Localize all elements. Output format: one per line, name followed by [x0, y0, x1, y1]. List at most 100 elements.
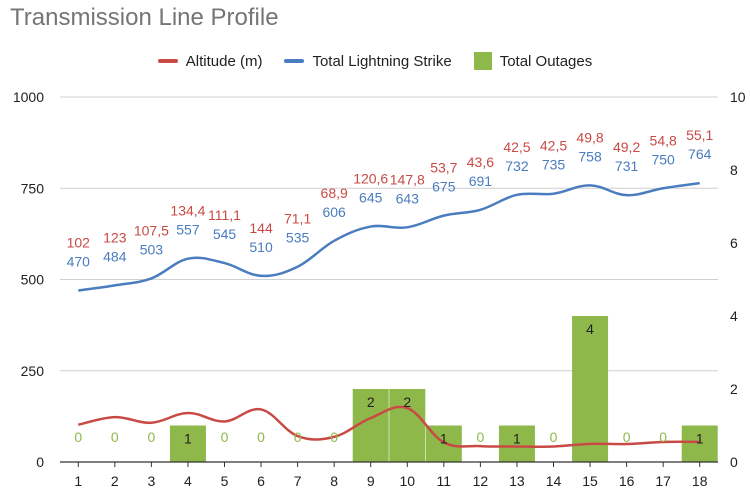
legend-swatch-outages — [473, 52, 492, 70]
y-left-tick-label: 750 — [21, 180, 45, 196]
legend-item-altitude[interactable]: Altitude (m) — [157, 52, 263, 70]
altitude-value-label: 107,5 — [134, 222, 169, 238]
lightning-value-label: 484 — [103, 248, 127, 264]
altitude-line — [78, 405, 700, 448]
altitude-value-label: 42,5 — [540, 138, 567, 154]
legend-label-lightning: Total Lightning Strike — [312, 52, 452, 70]
outage-value-label: 0 — [476, 429, 484, 445]
lightning-value-label: 764 — [688, 146, 712, 162]
legend-label-outages: Total Outages — [499, 52, 593, 70]
altitude-value-label: 123 — [103, 229, 127, 245]
lightning-value-label: 691 — [469, 173, 493, 189]
x-tick-label: 4 — [184, 473, 192, 489]
outage-bar — [389, 389, 426, 462]
x-tick-label: 3 — [147, 473, 155, 489]
legend-label-altitude: Altitude (m) — [185, 52, 263, 70]
altitude-value-label: 120,6 — [353, 171, 388, 187]
legend-item-outages[interactable]: Total Outages — [473, 52, 593, 70]
lightning-value-label: 510 — [249, 239, 273, 255]
y-right-tick-label: 4 — [730, 308, 738, 324]
y-left-tick-label: 500 — [21, 272, 45, 288]
x-tick-label: 9 — [367, 473, 375, 489]
lightning-value-label: 535 — [286, 230, 310, 246]
altitude-value-label: 68,9 — [321, 185, 348, 201]
data-labels: 0 0 0 1 0 0 0 0 2 2 1 0 1 0 4 0 0 1 470 102 484 123 503 107,5 55… — [67, 127, 714, 446]
outage-value-label: 2 — [403, 394, 411, 410]
series-lines — [78, 181, 700, 448]
outage-bar — [498, 425, 535, 462]
lightning-value-label: 675 — [432, 179, 456, 195]
altitude-value-label: 49,8 — [576, 129, 603, 145]
altitude-value-label: 111,1 — [208, 207, 241, 223]
outage-value-label: 1 — [513, 431, 521, 447]
altitude-value-label: 144 — [249, 220, 273, 236]
outage-bar — [681, 425, 718, 462]
legend-item-lightning[interactable]: Total Lightning Strike — [284, 52, 452, 70]
x-tick-label: 6 — [257, 473, 265, 489]
x-tick-label: 16 — [619, 473, 635, 489]
altitude-value-label: 55,1 — [686, 127, 713, 143]
lightning-line — [78, 181, 700, 292]
x-tick-label: 15 — [582, 473, 598, 489]
outage-value-label: 1 — [184, 431, 192, 447]
lightning-value-label: 503 — [140, 241, 164, 257]
x-tick-label: 13 — [509, 473, 525, 489]
lightning-value-label: 732 — [505, 158, 529, 174]
y-right-tick-label: 0 — [730, 454, 738, 470]
altitude-value-label: 53,7 — [430, 160, 457, 176]
outage-value-label: 0 — [147, 429, 155, 445]
x-tick-label: 8 — [330, 473, 338, 489]
lightning-value-label: 643 — [396, 190, 420, 206]
altitude-value-label: 134,4 — [170, 203, 205, 219]
outage-value-label: 4 — [586, 321, 594, 337]
x-tick-label: 10 — [399, 473, 415, 489]
outage-value-label: 0 — [74, 429, 82, 445]
outage-value-label: 0 — [623, 429, 631, 445]
x-tick-label: 5 — [221, 473, 229, 489]
outage-value-label: 1 — [440, 431, 448, 447]
lightning-value-label: 545 — [213, 226, 237, 242]
lightning-value-label: 735 — [542, 157, 566, 173]
lightning-value-label: 470 — [67, 253, 91, 269]
altitude-value-label: 42,5 — [503, 139, 530, 155]
x-tick-label: 11 — [437, 473, 452, 489]
chart-title: Transmission Line Profile — [10, 4, 279, 31]
outage-value-label: 0 — [330, 429, 338, 445]
x-tick-label: 18 — [692, 473, 708, 489]
altitude-value-label: 147,8 — [390, 171, 425, 187]
lightning-value-label: 645 — [359, 190, 383, 206]
altitude-value-label: 54,8 — [650, 132, 677, 148]
outage-value-label: 0 — [257, 429, 265, 445]
outage-value-label: 0 — [550, 429, 558, 445]
lightning-value-label: 731 — [615, 158, 639, 174]
x-tick-label: 12 — [473, 473, 489, 489]
altitude-value-label: 102 — [67, 234, 91, 250]
outage-bar — [572, 316, 609, 462]
outage-value-label: 1 — [696, 431, 704, 447]
outage-value-label: 2 — [367, 394, 375, 410]
y-left-tick-label: 250 — [21, 363, 45, 379]
x-tick-label: 14 — [546, 473, 562, 489]
lightning-value-label: 557 — [176, 222, 200, 238]
x-tick-label: 17 — [655, 473, 671, 489]
y-right-tick-label: 6 — [730, 235, 738, 251]
altitude-value-label: 71,1 — [284, 211, 311, 227]
x-tick-label: 7 — [294, 473, 302, 489]
x-tick-label: 1 — [74, 473, 82, 489]
y-left-tick-label: 0 — [36, 454, 44, 470]
outage-value-label: 0 — [221, 429, 229, 445]
outage-bar — [169, 425, 206, 462]
legend-swatch-lightning — [284, 59, 305, 63]
outage-value-label: 0 — [659, 429, 667, 445]
lightning-value-label: 750 — [651, 151, 675, 167]
outage-value-label: 0 — [111, 429, 119, 445]
lightning-value-label: 606 — [322, 204, 346, 220]
legend: Altitude (m) Total Lightning Strike Tota… — [0, 50, 750, 72]
y-right-tick-label: 10 — [730, 89, 746, 105]
y-left-tick-label: 1000 — [13, 89, 44, 105]
y-right-tick-label: 8 — [730, 162, 738, 178]
y-right-tick-label: 2 — [730, 381, 738, 397]
lightning-value-label: 758 — [578, 148, 602, 164]
